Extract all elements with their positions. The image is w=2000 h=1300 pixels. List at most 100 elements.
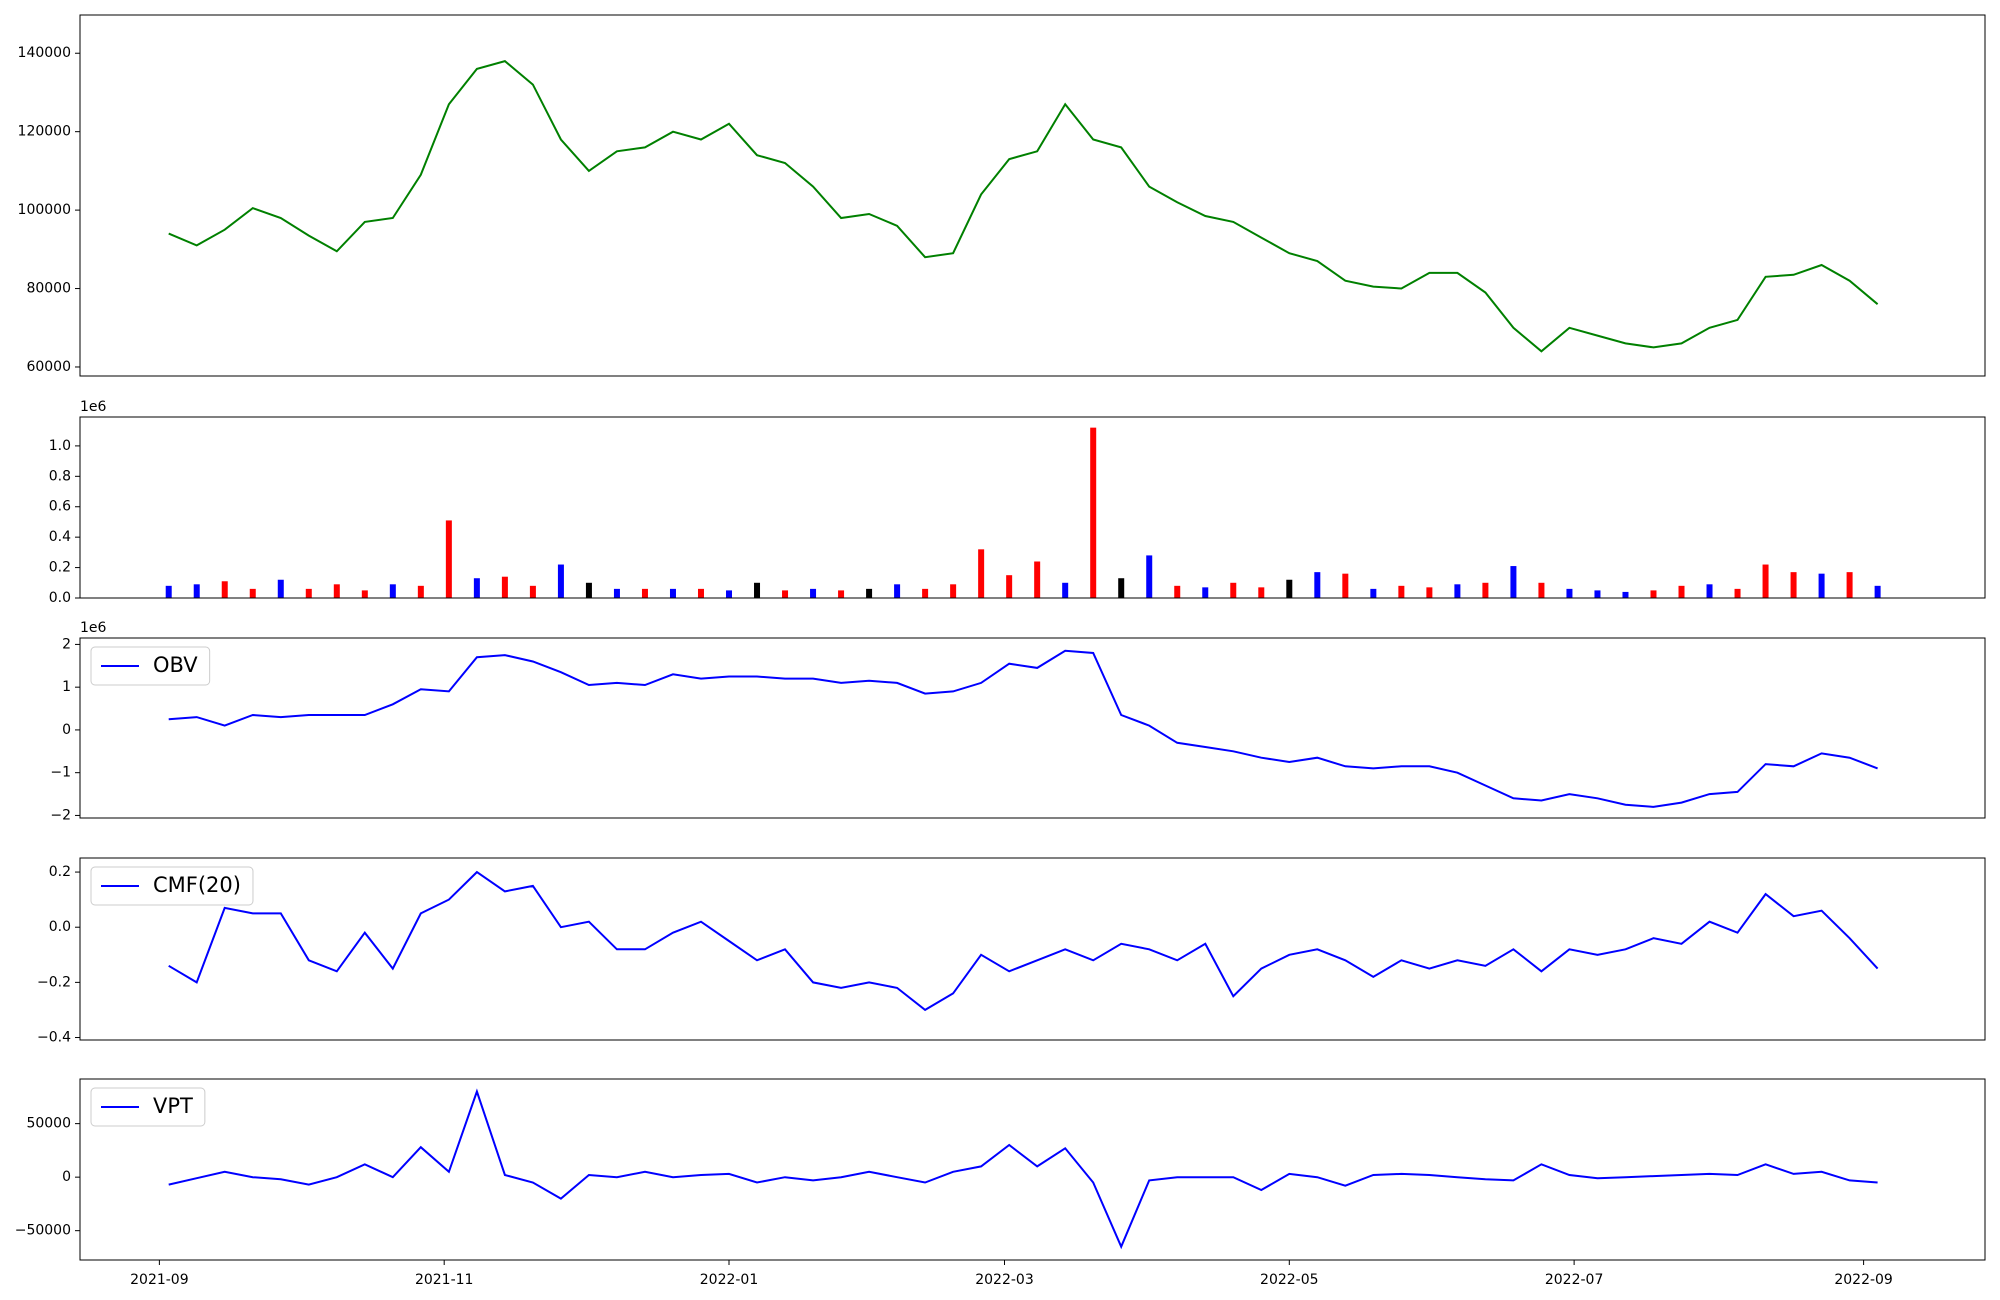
volume-bar (1622, 591, 1629, 598)
price-line (168, 59, 1879, 353)
volume-bar (249, 588, 256, 598)
series-line (168, 649, 1878, 808)
axes-frame (79, 637, 1986, 819)
volume-bar (641, 588, 648, 598)
y-tick-label: 60000 (26, 359, 71, 375)
y-tick-label: 50000 (26, 1116, 71, 1132)
volume-bar (1846, 572, 1853, 598)
volume-bar (1006, 575, 1013, 598)
x-tick-label: 2022-03 (975, 1272, 1034, 1288)
x-tick-label: 2022-09 (1834, 1272, 1893, 1288)
y-tick-label: 1 (62, 679, 71, 695)
volume-bar (726, 590, 733, 598)
volume-bar (1818, 573, 1825, 598)
volume-bar (782, 590, 789, 598)
volume-bar (1482, 582, 1489, 598)
volume-bar (1314, 572, 1321, 598)
y-tick-label: −0.2 (37, 974, 71, 990)
y-tick-label: 0.6 (49, 499, 71, 515)
axes-frame (79, 857, 1986, 1041)
volume-bar (1398, 585, 1405, 598)
x-tick-label: 2022-05 (1260, 1272, 1319, 1288)
volume-bar (1454, 584, 1461, 598)
y-tick-label: −2 (50, 807, 71, 823)
volume-bar (1286, 579, 1293, 598)
volume-bar (697, 588, 704, 598)
volume-bar (333, 584, 340, 598)
volume-bar (1762, 564, 1769, 598)
series-line (168, 1088, 1878, 1250)
volume-bar (1174, 585, 1181, 598)
volume-bar (1230, 582, 1237, 598)
offset-label: 1e6 (80, 620, 107, 636)
volume-bar (950, 584, 957, 598)
volume-bar (1678, 585, 1685, 598)
y-tick-label: 0.0 (49, 590, 71, 606)
volume-bar (1874, 585, 1881, 598)
volume-bar (473, 578, 480, 598)
y-tick-label: −0.4 (37, 1030, 71, 1046)
series-line (168, 870, 1879, 1012)
y-tick-label: 120000 (18, 124, 71, 140)
y-tick-label: −1 (50, 765, 71, 781)
volume-bar (1146, 555, 1153, 598)
y-tick-label: 140000 (18, 45, 71, 61)
legend-box (90, 646, 211, 686)
axes-frame (79, 14, 1986, 377)
volume-bar (277, 579, 284, 598)
volume-bar (1734, 588, 1741, 598)
x-tick-label: 2021-09 (130, 1272, 189, 1288)
volume-bar (585, 582, 592, 598)
volume-bar (1062, 582, 1069, 598)
volume-bar (1034, 561, 1041, 598)
volume-bar (754, 582, 761, 598)
volume-bar (361, 590, 368, 598)
volume-bar (669, 588, 676, 598)
volume-bar (1566, 588, 1573, 598)
volume-bar (1650, 590, 1657, 598)
volume-bar (1342, 573, 1349, 598)
legend-label: CMF(20) (153, 873, 241, 897)
y-tick-label: 0.4 (49, 529, 71, 545)
volume-bar (501, 576, 508, 598)
volume-bar (1790, 572, 1797, 598)
volume-bar (1594, 590, 1601, 598)
volume-bar (305, 588, 312, 598)
y-tick-label: 0.8 (49, 468, 71, 484)
x-tick-label: 2021-11 (415, 1272, 474, 1288)
x-tick-label: 2022-07 (1545, 1272, 1604, 1288)
volume-bar (557, 564, 564, 598)
volume-bar (838, 590, 845, 598)
volume-bar (417, 585, 424, 598)
volume-bar (922, 588, 929, 598)
legend-label: VPT (153, 1094, 193, 1118)
volume-bar (389, 584, 396, 598)
volume-bar (1118, 578, 1125, 598)
volume-bar (165, 585, 172, 598)
axes-frame (79, 1078, 1986, 1261)
y-tick-label: 100000 (18, 202, 71, 218)
legend-label: OBV (153, 653, 198, 677)
volume-bar (1202, 587, 1209, 598)
volume-bar (613, 588, 620, 598)
x-tick-label: 2022-01 (700, 1272, 759, 1288)
legend-box (90, 1087, 206, 1127)
volume-bar (1510, 566, 1517, 598)
legend-box (90, 866, 254, 906)
offset-label: 1e6 (80, 399, 107, 415)
y-tick-label: 0.2 (49, 864, 71, 880)
y-tick-label: −50000 (15, 1223, 71, 1239)
axes-frame (79, 416, 1986, 599)
volume-bar (866, 588, 873, 598)
volume-bar (894, 584, 901, 598)
volume-bar (221, 581, 228, 598)
y-tick-label: 0 (62, 722, 71, 738)
volume-bar (529, 585, 536, 598)
y-tick-label: 1.0 (49, 438, 71, 454)
volume-bar (1706, 584, 1713, 598)
volume-bar (1426, 587, 1433, 598)
volume-bar (1538, 582, 1545, 598)
y-tick-label: 0.2 (49, 560, 71, 576)
volume-bar (1370, 588, 1377, 598)
